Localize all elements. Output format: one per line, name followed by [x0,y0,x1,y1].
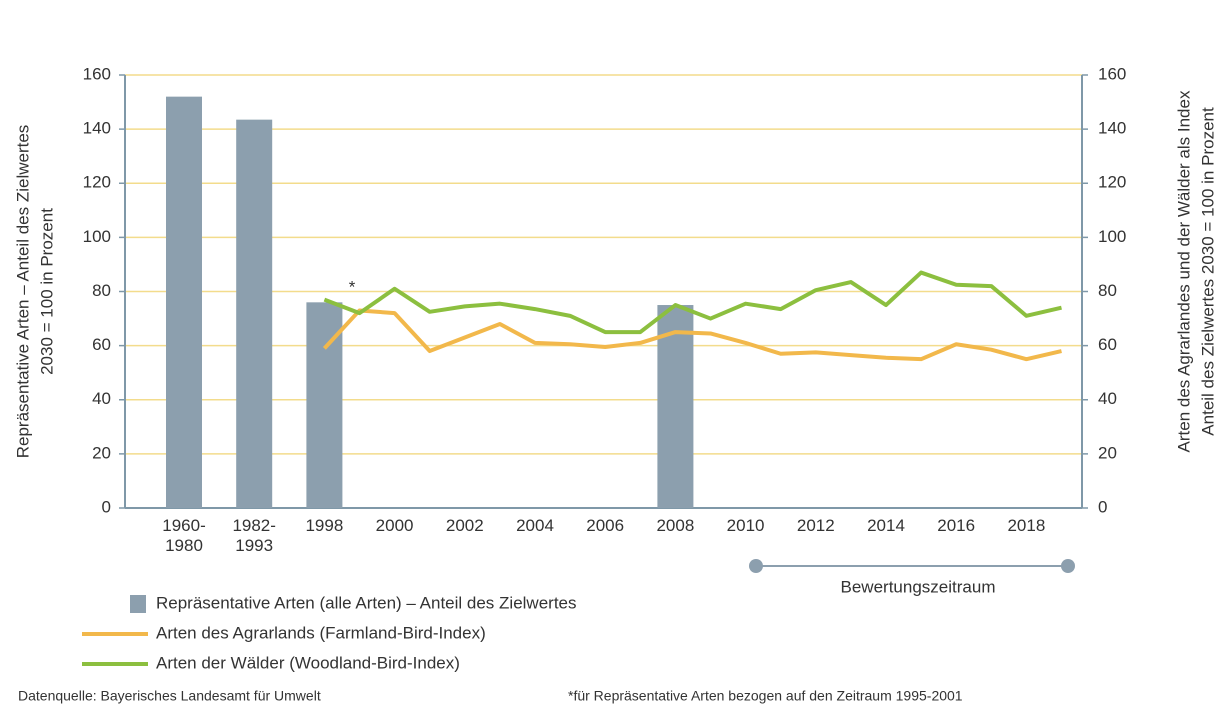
y2-tick-label: 100 [1098,227,1126,246]
x-tick-label: 2010 [726,516,765,535]
line [322,308,1062,362]
x-tick-label: 2002 [445,516,484,535]
y-tick-label: 0 [102,497,111,516]
x-tick-label: 1960- 1980 [162,516,206,555]
period-dot [749,559,763,573]
bar [657,305,694,508]
y2-tick-label: 40 [1098,389,1117,408]
x-tick-label: 2008 [656,516,695,535]
x-tick-label: 2018 [1007,516,1046,535]
bar [166,96,202,509]
legend-label: Arten der Wälder (Woodland-Bird-Index) [156,653,460,672]
y2-tick-label: 80 [1098,281,1117,300]
y-tick-label: 80 [92,281,111,300]
y-tick-label: 120 [83,173,111,192]
footnote: *für Repräsentative Arten bezogen auf de… [568,688,963,704]
y2-tick-label: 20 [1098,443,1117,462]
legend-label: Arten des Agrarlands (Farmland-Bird-Inde… [156,623,486,642]
period-dot [1061,559,1075,573]
y-tick-label: 20 [92,443,111,462]
y2-tick-label: 120 [1098,173,1126,192]
x-tick-label: 1998 [305,516,344,535]
x-tick-label: 1982- 1993 [232,516,276,555]
x-tick-label: 2012 [796,516,835,535]
x-tick-label: 2016 [937,516,976,535]
y2-axis-label: Arten des Agrarlandes und der Wälder als… [1174,90,1193,452]
x-tick-label: 2006 [586,516,625,535]
y-axis-label: 2030 = 100 in Prozent [37,208,56,375]
y-tick-label: 160 [83,64,111,83]
y-tick-label: 100 [83,227,111,246]
bar [236,119,273,508]
y2-tick-label: 140 [1098,119,1126,138]
y-tick-label: 140 [83,119,111,138]
y2-tick-label: 160 [1098,64,1126,83]
y-axis-label: Repräsentative Arten – Anteil des Zielwe… [13,125,32,459]
y2-tick-label: 60 [1098,335,1117,354]
annotation: * [349,277,356,296]
legend-label: Repräsentative Arten (alle Arten) – Ante… [156,593,577,612]
source: Datenquelle: Bayerisches Landesamt für U… [18,688,321,704]
y-tick-label: 40 [92,389,111,408]
legend-swatch [130,595,146,613]
y2-axis-label: Anteil des Zielwertes 2030 = 100 in Proz… [1198,107,1217,436]
x-tick-label: 2000 [375,516,414,535]
y-tick-label: 60 [92,335,111,354]
period-label: Bewertungszeitraum [841,577,996,596]
x-tick-label: 2004 [516,516,554,535]
x-tick-label: 2014 [867,516,905,535]
y2-tick-label: 0 [1098,497,1107,516]
line [323,270,1062,335]
